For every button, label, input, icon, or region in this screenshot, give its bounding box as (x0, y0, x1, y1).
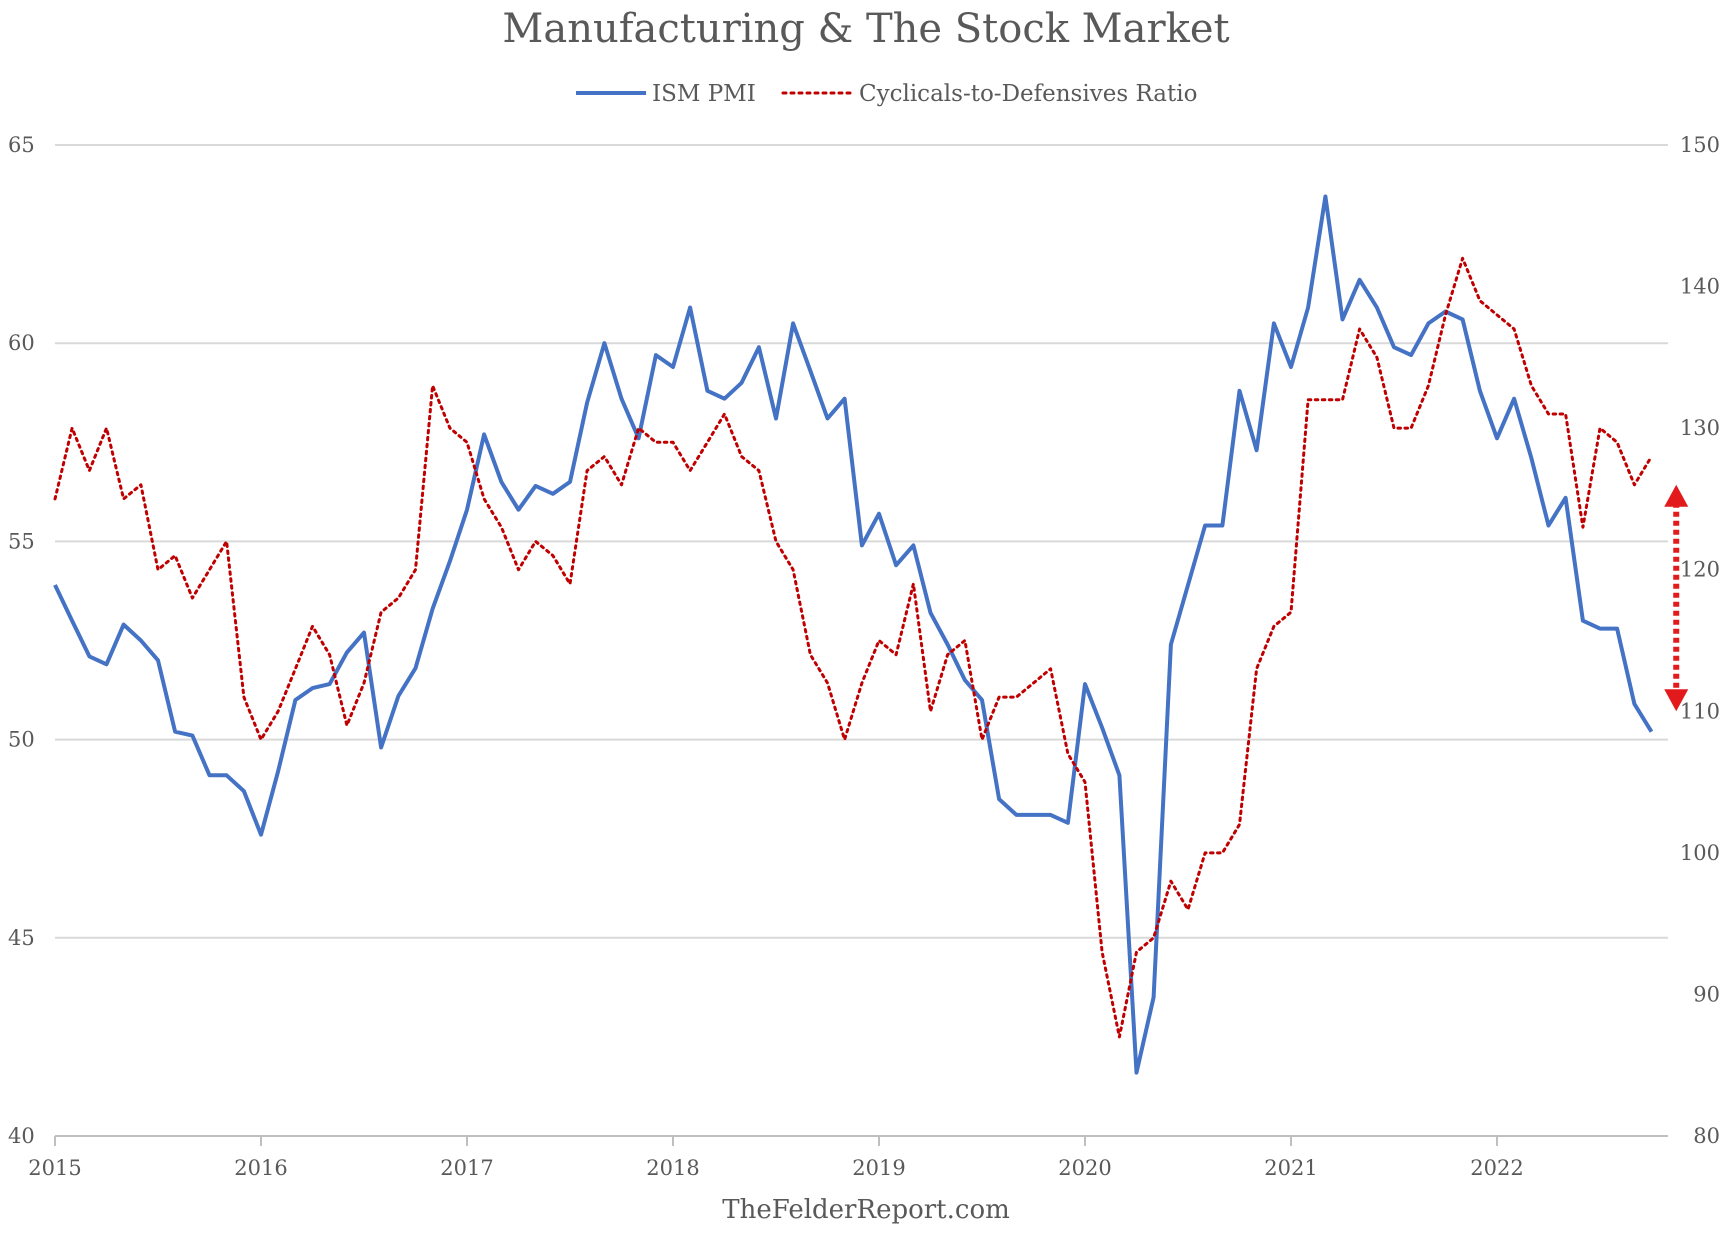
series-lines (53, 194, 1654, 1075)
x-tick-label: 2020 (1058, 1156, 1111, 1180)
source-credit: TheFelderReport.com (722, 1195, 1010, 1225)
y-left-tick-label: 55 (8, 529, 35, 553)
legend-label-ism: ISM PMI (652, 81, 756, 107)
y-right-tick-label: 150 (1680, 133, 1720, 157)
annotation-arrowhead-down (1664, 689, 1689, 712)
y-left-tick-label: 45 (8, 926, 35, 950)
y-right-tick-label: 80 (1693, 1124, 1720, 1148)
y-right-tick-label: 110 (1680, 699, 1720, 723)
y-left-tick-label: 40 (8, 1124, 35, 1148)
x-tick-label: 2021 (1264, 1156, 1317, 1180)
x-tick-label: 2022 (1470, 1156, 1523, 1180)
series-line-cyclicals-ratio (53, 256, 1653, 1039)
x-tick-label: 2018 (646, 1156, 699, 1180)
x-tick-label: 2019 (852, 1156, 905, 1180)
axes: 40 45 50 55 60 65 80 90 100 110 120 130 140 150 2015 20… (8, 133, 1720, 1180)
x-tick-label: 2017 (440, 1156, 493, 1180)
legend-label-ratio: Cyclicals-to-Defensives Ratio (859, 81, 1197, 107)
annotation-arrowhead-up (1664, 484, 1689, 507)
x-tick-label: 2015 (28, 1156, 81, 1180)
legend: ISM PMI Cyclicals-to-Defensives Ratio (576, 81, 1197, 107)
y-left-tick-label: 65 (8, 133, 35, 157)
x-tick-label: 2016 (234, 1156, 287, 1180)
y-left-tick-label: 50 (8, 728, 35, 752)
y-right-tick-label: 90 (1693, 982, 1720, 1006)
chart-title: Manufacturing & The Stock Market (502, 6, 1229, 52)
annotation (1664, 484, 1689, 712)
series-line-ism-pmi (53, 194, 1654, 1075)
y-left-tick-label: 60 (8, 331, 35, 355)
y-right-tick-label: 130 (1680, 416, 1720, 440)
y-right-tick-label: 100 (1680, 841, 1720, 865)
y-right-tick-label: 120 (1680, 558, 1720, 582)
y-right-tick-label: 140 (1680, 275, 1720, 299)
